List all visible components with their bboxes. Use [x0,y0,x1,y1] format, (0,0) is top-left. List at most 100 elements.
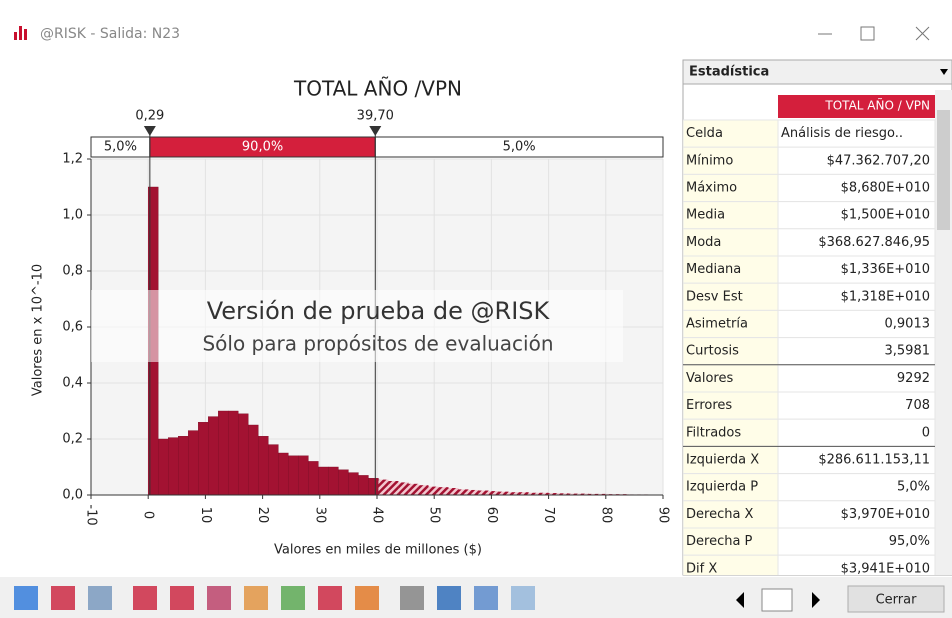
stat-value-cell [777,255,936,284]
stat-label: Asimetría [686,317,748,332]
stat-label-cell [683,201,779,230]
x-tick-label: 0 [141,511,156,519]
bar [528,492,539,495]
stat-label: Celda [686,126,723,141]
stat-value-cell [777,473,936,502]
stat-label: Mínimo [686,153,733,168]
bar [458,489,469,495]
band-label: 5,0% [503,140,536,155]
bar [348,472,359,496]
stats-header: Estadística [689,65,769,80]
bar [228,410,239,496]
delimiter-handle [369,126,382,136]
bar [438,487,449,495]
y-tick-label: 0,6 [62,320,83,335]
band-label: 90,0% [242,140,283,155]
bar [478,490,489,495]
app-icon [14,26,27,40]
toolbar-button[interactable] [474,586,498,610]
bar [268,444,279,496]
x-tick-label: -10 [84,504,99,525]
toolbar-button[interactable] [170,586,194,610]
bar [588,493,599,495]
stat-value: $3,970E+010 [841,507,930,522]
stats-table: TOTAL AÑO / VPN Celda Análisis de riesgo..… [683,95,936,576]
stat-label: Izquierda X [686,453,759,468]
toolbar-button[interactable] [355,586,379,610]
bar [398,482,409,495]
stat-value-cell [777,119,936,148]
stat-label-cell [683,391,779,420]
bar [318,466,329,496]
toolbar-button[interactable] [51,586,75,610]
x-tick-label: 10 [198,507,213,524]
stat-value-cell [777,173,936,203]
bar [178,436,189,496]
x-tick-label: 30 [312,507,327,524]
delimiter-label: 0,29 [135,109,164,124]
y-tick-label: 0,8 [62,264,83,279]
toolbar-button[interactable] [207,586,231,610]
stat-value: 0,9013 [885,317,931,332]
stat-label: Errores [686,398,732,413]
stat-value-cell [777,554,936,575]
next-button[interactable] [812,592,820,608]
bar [428,486,439,495]
y-tick-label: 0,2 [62,432,83,447]
stat-value-cell [777,201,936,230]
stats-dropdown[interactable] [682,59,952,85]
stat-value-cell [777,228,936,257]
bar [258,436,269,496]
bar [358,475,369,496]
stat-value: $8,680E+010 [841,181,930,196]
stat-value: 3,5981 [885,344,931,359]
bar [488,491,499,495]
bar [498,491,509,495]
stat-value: $47.362.707,20 [827,153,930,168]
toolbar-button[interactable] [244,586,268,610]
stat-value-cell [777,418,936,447]
toolbar-button[interactable] [437,586,461,610]
x-tick-label: 20 [255,507,270,524]
scroll-thumb[interactable] [937,110,950,230]
toolbar-button[interactable] [318,586,342,610]
bar [548,493,559,495]
graph-toggle[interactable] [761,588,793,612]
stat-value: $1,318E+010 [841,289,930,304]
toolbar-button[interactable] [88,586,112,610]
bar [308,461,319,496]
close-button[interactable] [847,585,945,613]
bar [198,422,209,496]
bar [338,469,349,496]
toolbar-button[interactable] [133,586,157,610]
stat-value-cell [777,500,936,529]
bar [558,493,569,495]
y-tick-label: 0,4 [62,376,83,391]
bar [538,492,549,495]
y-tick-label: 1,2 [62,152,83,167]
bar [508,492,519,495]
stat-label: Valores [686,371,733,386]
watermark-band [91,290,623,362]
x-tick-label: 60 [484,507,499,524]
prev-button[interactable] [736,592,744,608]
stat-label: Dif X [686,561,717,576]
dropdown-arrow [940,69,948,75]
toolbar-button[interactable] [511,586,535,610]
stat-value: 95,0% [889,534,930,549]
bar [578,493,589,495]
toolbar-button[interactable] [400,586,424,610]
bar [468,489,479,495]
toolbar-button[interactable] [14,586,38,610]
bar [238,413,249,496]
bar [598,493,609,495]
delimiter-handle [143,126,156,136]
maximize-button[interactable] [860,26,875,41]
stat-label: Derecha P [686,534,753,549]
toolbar-button[interactable] [281,586,305,610]
stat-label-cell [683,228,779,257]
stat-label: Filtrados [686,425,741,440]
stat-label: Media [686,208,725,223]
stat-label-cell [683,500,779,529]
close-window-button[interactable] [915,26,930,41]
